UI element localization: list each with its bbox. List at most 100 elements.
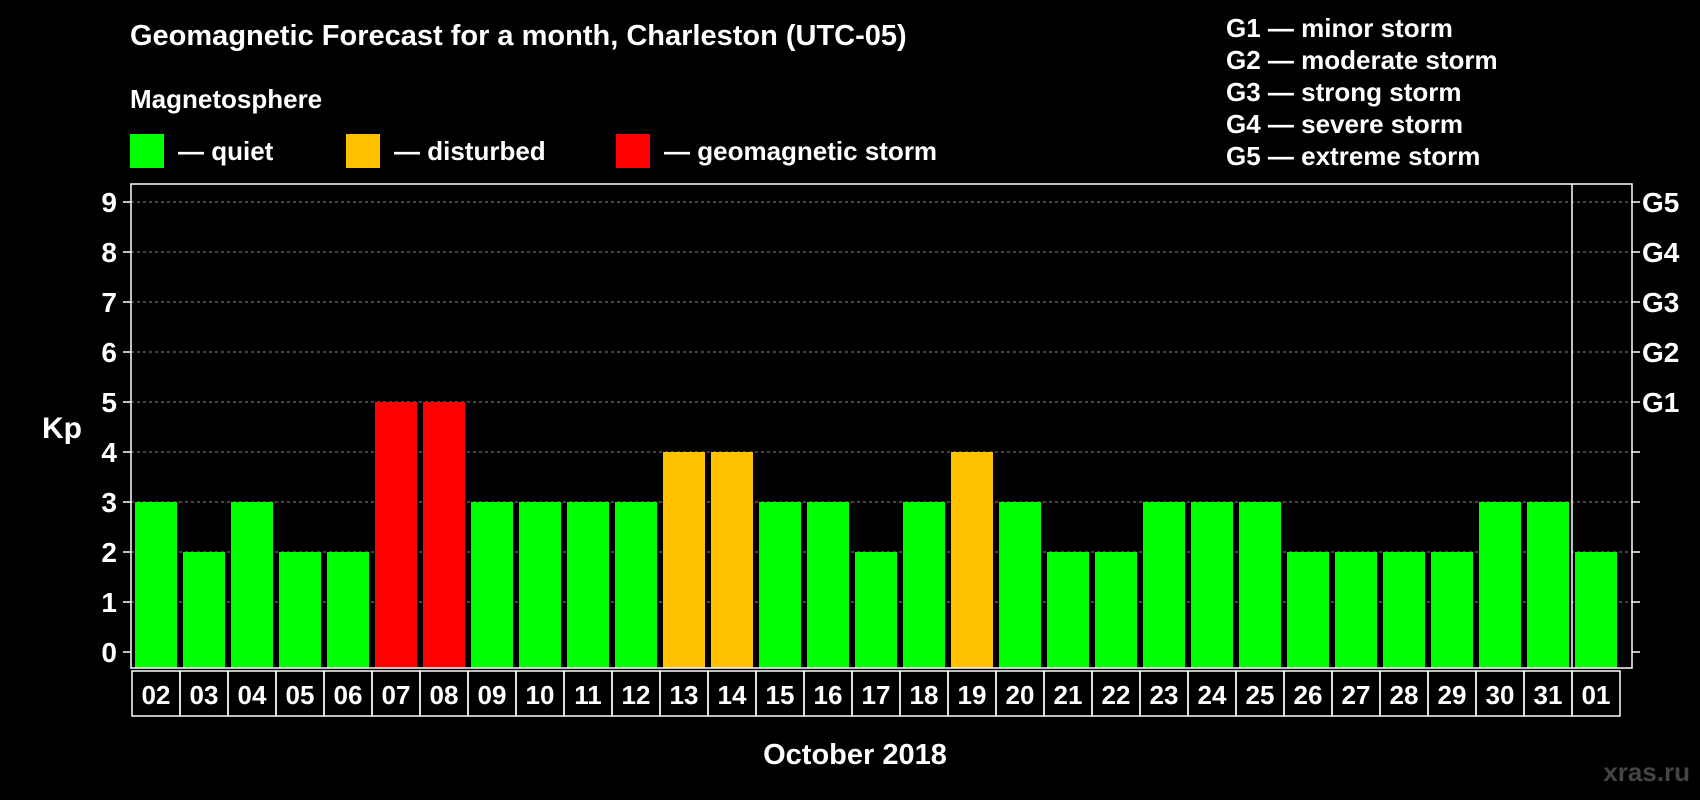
y-tick-label: 4 [101, 437, 117, 468]
x-tick-label: 20 [1006, 680, 1035, 710]
y-tick-label: 3 [101, 487, 117, 518]
x-tick-label: 11 [574, 680, 602, 710]
kp-bar [999, 502, 1041, 668]
kp-bar [567, 502, 609, 668]
x-tick-label: 01 [1582, 680, 1611, 710]
x-tick-label: 30 [1486, 680, 1515, 710]
storm-level-g5: G5 — extreme storm [1226, 141, 1481, 171]
grid-layer [131, 201, 1632, 603]
x-tick-label: 07 [382, 680, 411, 710]
kp-bar [1143, 502, 1185, 668]
kp-bar [711, 452, 753, 668]
legend-subtitle: Magnetosphere [130, 84, 323, 114]
y-tick-label: 2 [101, 537, 117, 568]
kp-bar [951, 452, 993, 668]
kp-bar [615, 502, 657, 668]
legend-label-storm: — geomagnetic storm [664, 135, 938, 166]
y-tick-label: 5 [101, 387, 117, 418]
kp-bar [1239, 502, 1281, 668]
x-tick-label: 02 [142, 680, 171, 710]
x-tick-label: 14 [718, 680, 747, 710]
chart-title: Geomagnetic Forecast for a month, Charle… [130, 20, 907, 52]
x-tick-label: 31 [1534, 680, 1563, 710]
g-scale-label: G4 [1642, 237, 1680, 268]
kp-bar [903, 502, 945, 668]
x-tick-label: 23 [1150, 680, 1179, 710]
legend-swatch-storm [616, 134, 650, 168]
kp-bar [135, 502, 177, 668]
kp-bar [807, 502, 849, 668]
y-tick-label: 8 [101, 237, 117, 268]
x-tick-label: 12 [622, 680, 651, 710]
x-tick-label: 06 [334, 680, 363, 710]
kp-bar [279, 552, 321, 668]
legend-item-quiet: — quiet [130, 134, 273, 168]
kp-bar [519, 502, 561, 668]
y-tick-label: 0 [101, 637, 117, 668]
kp-bar [1191, 502, 1233, 668]
legend-item-disturbed: — disturbed [346, 134, 546, 168]
kp-bar [1335, 552, 1377, 668]
kp-bar [1287, 552, 1329, 668]
kp-bar [759, 502, 801, 668]
frame-layer [130, 183, 1633, 669]
y-axis-label: Kp [42, 412, 82, 445]
x-category-cell [1571, 670, 1621, 717]
x-tick-label: 21 [1054, 680, 1083, 710]
axis-layer [123, 201, 1640, 717]
kp-bar [375, 402, 417, 668]
g-scale-label: G5 [1642, 187, 1679, 218]
kp-bar [327, 552, 369, 668]
kp-bar [231, 502, 273, 668]
x-tick-label: 08 [430, 680, 459, 710]
legend-label-disturbed: — disturbed [394, 135, 546, 166]
x-tick-label: 17 [862, 680, 891, 710]
storm-level-g1: G1 — minor storm [1226, 13, 1453, 43]
x-tick-label: 18 [910, 680, 939, 710]
kp-bar [471, 502, 513, 668]
y-tick-label: 1 [101, 587, 117, 618]
bar-layer [135, 402, 1617, 668]
kp-bar [1095, 552, 1137, 668]
g-scale-label: G1 [1642, 387, 1679, 418]
kp-bar [855, 552, 897, 668]
x-tick-label: 09 [478, 680, 507, 710]
x-tick-label: 13 [670, 680, 699, 710]
kp-bar [1575, 552, 1617, 668]
x-tick-label: 16 [814, 680, 843, 710]
x-tick-label: 22 [1102, 680, 1131, 710]
kp-bar [423, 402, 465, 668]
g-scale-label: G3 [1642, 287, 1679, 318]
y-tick-label: 9 [101, 187, 117, 218]
x-tick-label: 05 [286, 680, 315, 710]
storm-level-g3: G3 — strong storm [1226, 77, 1462, 107]
x-axis-label: October 2018 [763, 739, 947, 771]
x-tick-label: 10 [526, 680, 555, 710]
kp-bar [1383, 552, 1425, 668]
kp-bar [1479, 502, 1521, 668]
x-tick-label: 29 [1438, 680, 1467, 710]
x-tick-label: 27 [1342, 680, 1371, 710]
y-tick-label: 6 [101, 337, 117, 368]
x-tick-label: 04 [238, 680, 267, 710]
g-scale-label: G2 [1642, 337, 1679, 368]
legend-item-storm: — geomagnetic storm [616, 134, 937, 168]
x-tick-label: 19 [958, 680, 987, 710]
kp-bar [183, 552, 225, 668]
storm-level-legend: G1 — minor storm G2 — moderate storm G3 … [1226, 12, 1498, 172]
x-tick-label: 25 [1246, 680, 1275, 710]
legend-label-quiet: — quiet [178, 135, 274, 166]
storm-level-g2: G2 — moderate storm [1226, 45, 1498, 75]
storm-level-g4: G4 — severe storm [1226, 109, 1464, 139]
kp-bar [1047, 552, 1089, 668]
y-tick-label: 7 [101, 287, 117, 318]
legend-swatch-disturbed [346, 134, 380, 168]
kp-bar [1527, 502, 1569, 668]
kp-bar [663, 452, 705, 668]
legend-swatch-quiet [130, 134, 164, 168]
plot-frame [130, 183, 1633, 669]
x-tick-label: 03 [190, 680, 219, 710]
x-tick-label: 24 [1198, 680, 1227, 710]
